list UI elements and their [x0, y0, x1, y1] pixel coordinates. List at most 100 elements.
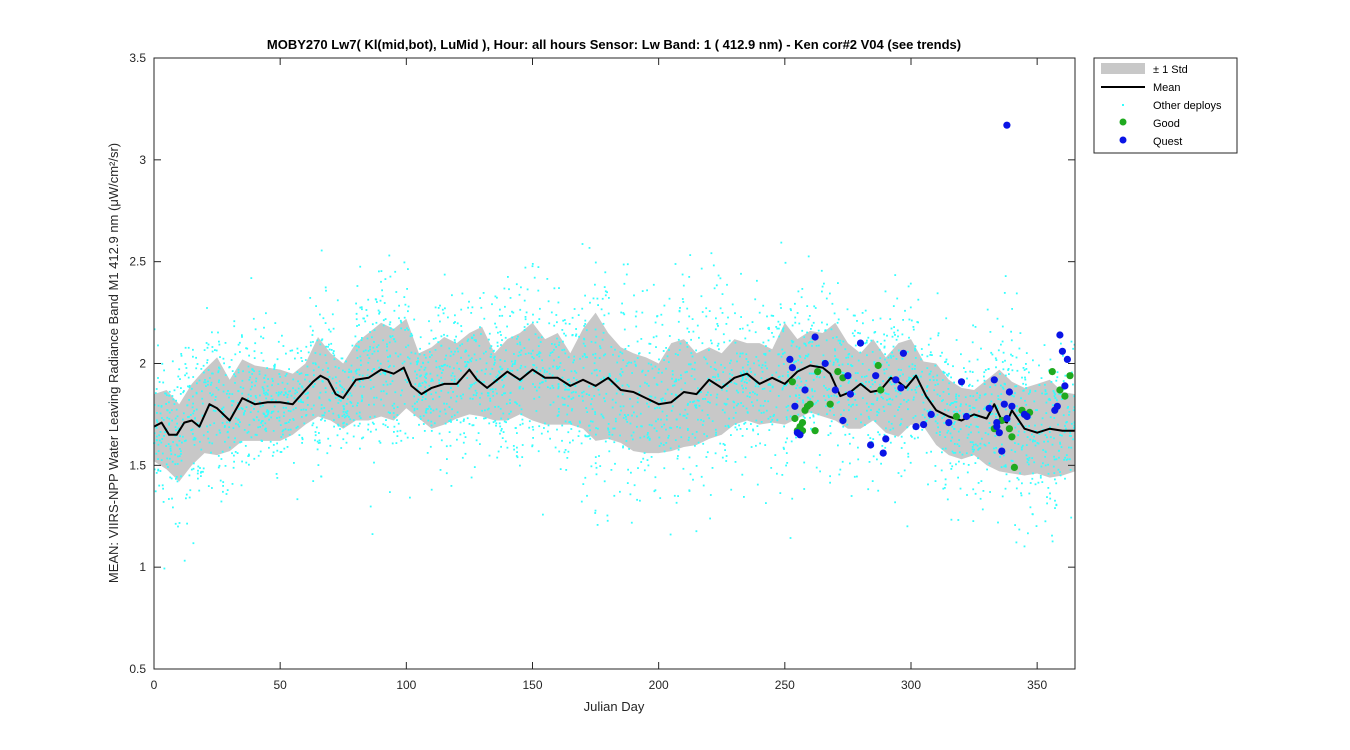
other-deploy-point — [679, 426, 681, 429]
other-deploy-point — [594, 411, 596, 413]
other-deploy-point — [248, 371, 251, 374]
other-deploy-point — [979, 447, 982, 449]
other-deploy-point — [493, 356, 496, 359]
other-deploy-point — [882, 397, 884, 400]
other-deploy-point — [264, 415, 267, 418]
other-deploy-point — [157, 443, 160, 446]
other-deploy-point — [752, 429, 755, 432]
quest-point — [788, 364, 797, 372]
other-deploy-point — [971, 341, 974, 344]
other-deploy-point — [815, 466, 818, 469]
other-deploy-point — [480, 333, 482, 335]
other-deploy-point — [588, 424, 591, 427]
other-deploy-point — [626, 421, 629, 423]
other-deploy-point — [222, 481, 225, 483]
other-deploy-point — [635, 310, 638, 313]
other-deploy-point — [727, 316, 729, 319]
other-deploy-point — [314, 383, 316, 385]
other-deploy-point — [165, 445, 167, 447]
other-deploy-point — [359, 385, 362, 388]
other-deploy-point — [671, 405, 674, 408]
other-deploy-point — [429, 356, 431, 358]
other-deploy-point — [226, 392, 228, 395]
other-deploy-point — [608, 373, 611, 375]
other-deploy-point — [371, 323, 374, 326]
other-deploy-point — [867, 488, 870, 491]
other-deploy-point — [691, 318, 694, 320]
other-deploy-point — [163, 567, 166, 570]
other-deploy-point — [285, 438, 287, 441]
other-deploy-point — [323, 407, 326, 409]
other-deploy-point — [785, 406, 788, 408]
other-deploy-point — [524, 365, 527, 368]
other-deploy-point — [211, 372, 214, 375]
other-deploy-point — [868, 381, 870, 383]
other-deploy-point — [345, 360, 347, 363]
other-deploy-point — [449, 444, 452, 447]
other-deploy-point — [641, 290, 644, 292]
other-deploy-point — [861, 363, 864, 365]
other-deploy-point — [733, 406, 735, 409]
other-deploy-point — [567, 356, 570, 359]
other-deploy-point — [695, 431, 698, 433]
other-deploy-point — [516, 451, 518, 453]
other-deploy-point — [364, 349, 367, 352]
other-deploy-point — [805, 379, 808, 382]
other-deploy-point — [1019, 472, 1021, 475]
other-deploy-point — [471, 306, 474, 309]
other-deploy-point — [964, 371, 967, 373]
other-deploy-point — [1026, 436, 1029, 438]
other-deploy-point — [946, 403, 949, 405]
other-deploy-point — [180, 354, 183, 357]
other-deploy-point — [413, 407, 416, 410]
other-deploy-point — [952, 402, 954, 404]
other-deploy-point — [184, 363, 187, 365]
other-deploy-point — [669, 426, 671, 429]
other-deploy-point — [403, 360, 406, 363]
other-deploy-point — [825, 297, 828, 300]
other-deploy-point — [731, 303, 734, 306]
other-deploy-point — [328, 328, 330, 331]
other-deploy-point — [1049, 399, 1052, 401]
other-deploy-point — [978, 447, 980, 450]
other-deploy-point — [251, 373, 254, 375]
other-deploy-point — [512, 311, 515, 314]
other-deploy-point — [775, 326, 778, 328]
other-deploy-point — [424, 356, 427, 359]
other-deploy-point — [759, 404, 762, 407]
other-deploy-point — [733, 382, 736, 385]
other-deploy-point — [1071, 371, 1073, 374]
other-deploy-point — [966, 494, 968, 496]
other-deploy-point — [715, 317, 717, 320]
other-deploy-point — [766, 315, 768, 318]
other-deploy-point — [811, 389, 814, 392]
other-deploy-point — [972, 324, 974, 327]
other-deploy-point — [396, 414, 399, 416]
other-deploy-point — [496, 374, 499, 377]
other-deploy-point — [947, 409, 950, 412]
other-deploy-point — [658, 406, 661, 409]
other-deploy-point — [1059, 434, 1062, 436]
other-deploy-point — [444, 422, 447, 425]
other-deploy-point — [889, 428, 892, 431]
other-deploy-point — [504, 392, 507, 395]
other-deploy-point — [781, 388, 784, 391]
other-deploy-point — [322, 380, 324, 383]
other-deploy-point — [192, 412, 195, 415]
other-deploy-point — [941, 417, 944, 419]
good-point — [1048, 368, 1056, 376]
other-deploy-point — [218, 343, 221, 346]
other-deploy-point — [786, 437, 788, 440]
other-deploy-point — [894, 501, 896, 504]
other-deploy-point — [703, 356, 706, 359]
other-deploy-point — [710, 252, 713, 255]
other-deploy-point — [171, 419, 173, 422]
other-deploy-point — [664, 399, 666, 402]
other-deploy-point — [1022, 367, 1025, 369]
other-deploy-point — [594, 509, 597, 512]
good-point — [1056, 386, 1064, 394]
other-deploy-point — [272, 444, 275, 446]
other-deploy-point — [842, 372, 845, 375]
quest-point — [1023, 412, 1031, 421]
other-deploy-point — [872, 319, 874, 322]
